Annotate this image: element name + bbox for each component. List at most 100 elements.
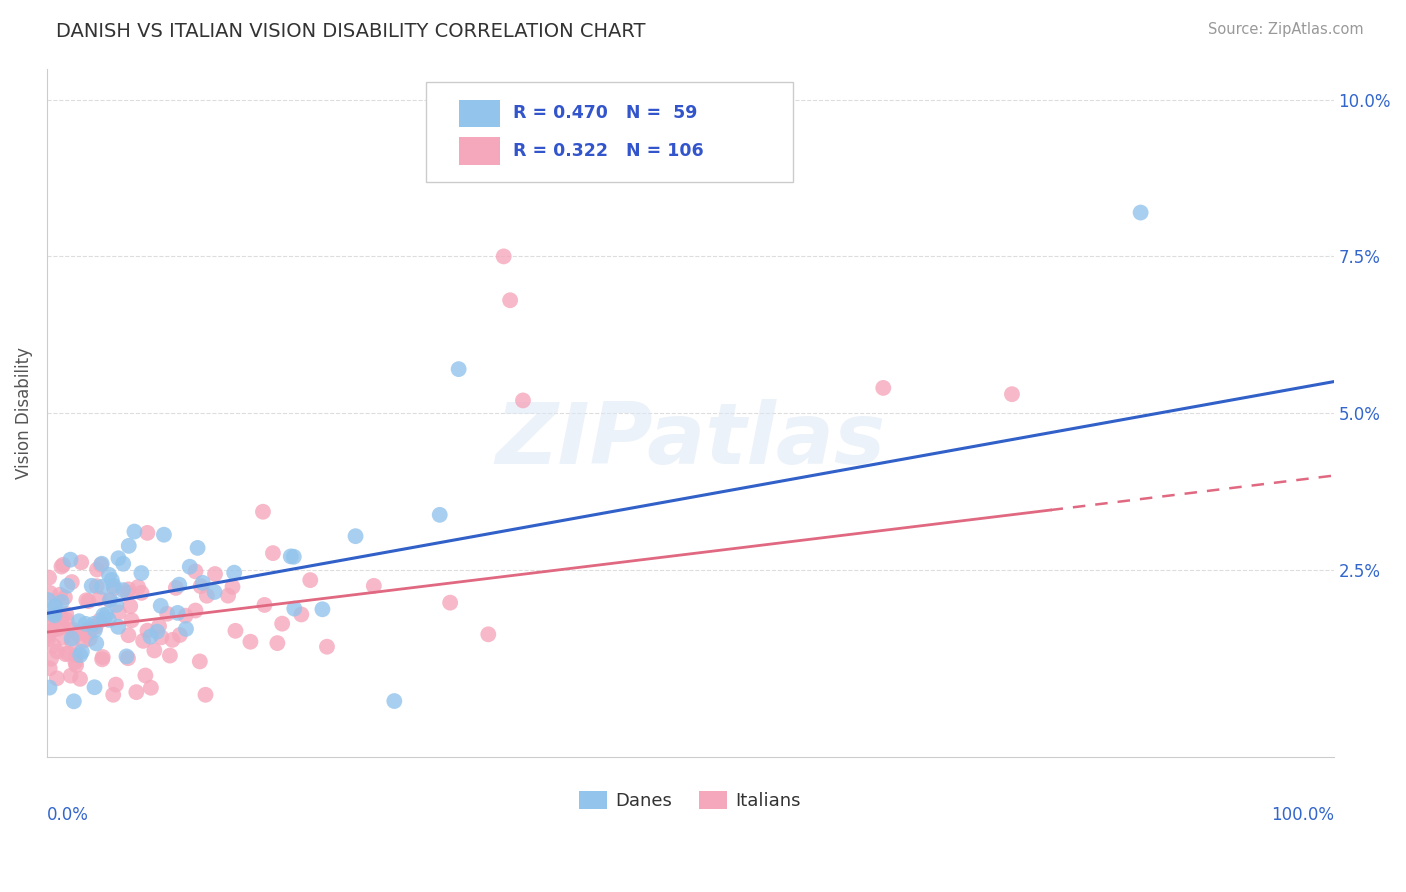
Point: [156, 607, 179, 621]
Point: [1129, 205, 1152, 219]
Point: [194, 688, 217, 702]
Point: [48, 622, 70, 636]
Point: [42, 608, 65, 623]
Point: [121, 613, 143, 627]
Point: [84, 636, 107, 650]
Point: [132, 633, 155, 648]
Point: [93, 612, 115, 626]
Point: [38, 571, 60, 585]
Point: [45, 671, 67, 685]
Point: [117, 582, 139, 597]
Point: [253, 598, 276, 612]
Point: [90, 557, 112, 571]
Point: [872, 381, 894, 395]
Point: [195, 589, 218, 603]
Point: [55, 647, 77, 661]
Text: Source: ZipAtlas.com: Source: ZipAtlas.com: [1208, 22, 1364, 37]
Point: [101, 573, 124, 587]
Point: [98, 593, 121, 607]
Point: [166, 606, 188, 620]
Point: [83, 680, 105, 694]
Point: [55, 613, 77, 627]
Point: [52, 558, 75, 572]
Point: [107, 606, 129, 620]
Point: [512, 393, 534, 408]
Point: [86, 579, 108, 593]
Point: [262, 546, 284, 560]
Point: [51, 559, 73, 574]
Point: [67, 614, 90, 628]
Point: [75, 616, 97, 631]
Point: [38, 661, 60, 675]
Point: [139, 630, 162, 644]
Point: [363, 579, 385, 593]
Point: [117, 628, 139, 642]
Point: [79, 622, 101, 636]
Text: R = 0.470   N =  59: R = 0.470 N = 59: [513, 104, 697, 122]
Point: [283, 601, 305, 615]
Text: DANISH VS ITALIAN VISION DISABILITY CORRELATION CHART: DANISH VS ITALIAN VISION DISABILITY CORR…: [56, 22, 645, 41]
Point: [299, 573, 322, 587]
Point: [143, 643, 166, 657]
Point: [55, 607, 77, 621]
Point: [184, 603, 207, 617]
Point: [84, 620, 107, 634]
Point: [311, 602, 333, 616]
Point: [80, 579, 103, 593]
Point: [118, 539, 141, 553]
Point: [107, 551, 129, 566]
Point: [120, 599, 142, 614]
Point: [283, 549, 305, 564]
Point: [53, 591, 76, 605]
Point: [115, 649, 138, 664]
Point: [1001, 387, 1024, 401]
Point: [112, 557, 135, 571]
Point: [63, 694, 86, 708]
Point: [49, 588, 72, 602]
Point: [162, 632, 184, 647]
Point: [93, 608, 115, 623]
Point: [131, 566, 153, 580]
Point: [96, 607, 118, 622]
Point: [150, 630, 173, 644]
Point: [239, 634, 262, 648]
Legend: Danes, Italians: Danes, Italians: [572, 783, 808, 817]
Point: [103, 688, 125, 702]
Point: [117, 585, 139, 599]
Point: [65, 648, 87, 663]
Point: [38, 681, 60, 695]
Point: [290, 607, 312, 622]
Point: [51, 611, 73, 625]
Point: [221, 580, 243, 594]
Text: ZIPatlas: ZIPatlas: [495, 399, 886, 482]
Point: [103, 579, 125, 593]
Point: [69, 672, 91, 686]
Point: [169, 628, 191, 642]
Point: [204, 567, 226, 582]
Point: [136, 624, 159, 638]
Point: [46, 644, 69, 658]
Point: [60, 632, 83, 646]
Point: [105, 598, 128, 612]
Point: [159, 648, 181, 663]
Point: [344, 529, 367, 543]
Point: [56, 646, 79, 660]
Point: [217, 589, 239, 603]
Point: [38, 615, 60, 630]
Text: 100.0%: 100.0%: [1271, 805, 1334, 823]
Point: [382, 694, 405, 708]
Point: [190, 579, 212, 593]
Point: [76, 623, 98, 637]
Point: [60, 623, 83, 637]
Point: [429, 508, 451, 522]
Point: [104, 678, 127, 692]
Point: [42, 639, 65, 653]
Point: [91, 652, 114, 666]
Point: [188, 655, 211, 669]
Point: [98, 592, 121, 607]
Point: [89, 614, 111, 628]
Point: [204, 585, 226, 599]
Point: [477, 627, 499, 641]
Point: [90, 558, 112, 572]
Point: [146, 624, 169, 639]
